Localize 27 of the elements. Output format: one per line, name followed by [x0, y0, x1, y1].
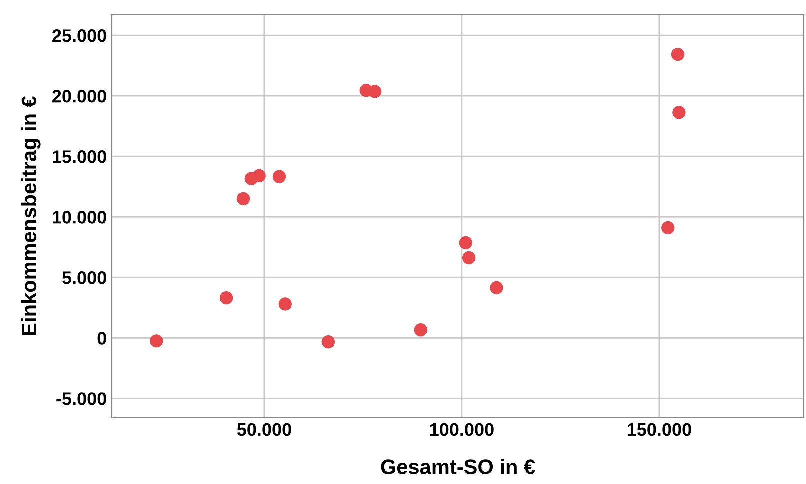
x-axis-title: Gesamt-SO in € [381, 459, 536, 474]
y-tick-label: 15.000 [53, 150, 106, 164]
point [414, 324, 428, 337]
point [662, 221, 675, 235]
point [236, 192, 250, 206]
point [322, 336, 336, 349]
point [490, 281, 504, 295]
y-tick-label: 10.000 [53, 211, 106, 224]
x-tick-label: 150.000 [628, 423, 692, 436]
point [368, 85, 382, 98]
y-axis-title: Einkommensbeitrag in € [21, 96, 41, 336]
point [672, 106, 686, 120]
point [278, 298, 292, 311]
point [459, 236, 472, 250]
y-tick-label: 5.000 [62, 272, 106, 284]
point [220, 291, 234, 305]
y-tick-label: 0 [98, 332, 106, 345]
point [671, 48, 685, 62]
x-tick-label: 50.000 [237, 423, 292, 436]
y-tick-label: -5.000 [56, 392, 106, 406]
y-tick-label: 20.000 [52, 90, 106, 103]
point [272, 170, 286, 184]
x-tick-label: 100.000 [430, 423, 494, 436]
point [252, 169, 266, 183]
y-tick-label: 25.000 [52, 30, 106, 42]
point [150, 334, 164, 348]
point [462, 251, 476, 265]
